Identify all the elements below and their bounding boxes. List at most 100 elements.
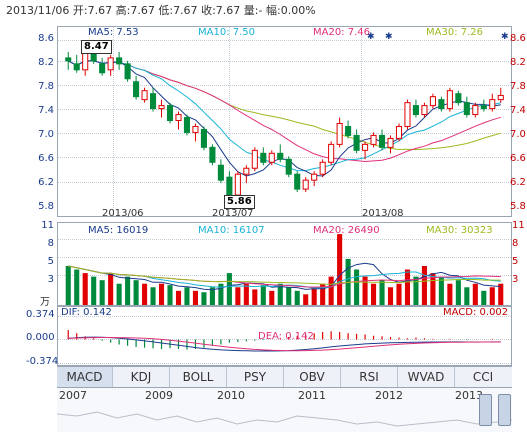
volume-bar [387, 287, 394, 305]
dif-label: DIF: 0.142 [61, 307, 112, 318]
tab-wvad[interactable]: WVAD [398, 367, 455, 387]
volume-bar [192, 290, 198, 305]
volume-bar [430, 273, 436, 305]
vol-tick-right: 8 [512, 238, 519, 249]
volume-bar [260, 285, 266, 305]
high-callout: 8.47 [81, 40, 112, 54]
price-panel[interactable]: MA5: 7.53 MA10: 7.50 MA20: 7.46 MA30: 7.… [57, 26, 512, 217]
tab-kdj[interactable]: KDJ [113, 367, 170, 387]
candle-body [412, 105, 419, 116]
tab-macd[interactable]: MACD [57, 367, 113, 387]
low-value: 7.67 [173, 4, 198, 17]
ma20-line [67, 60, 501, 163]
price-tick-left: 7.4 [38, 105, 54, 116]
tab-obv[interactable]: OBV [284, 367, 341, 387]
macd-panel[interactable]: DIF: 0.142 DEA: 0.142 MACD: 0.002 [57, 306, 512, 366]
price-tick: 7.8 [510, 81, 526, 92]
candle-body [107, 57, 114, 71]
macd-tick: 0.374 [26, 309, 55, 320]
vol-tick: 8 [47, 238, 54, 249]
price-tick-left: 7.0 [38, 129, 54, 140]
vol-ma10-label: MA10: 16107 [198, 225, 265, 236]
range-handle-left[interactable] [479, 394, 492, 426]
volume-bar [396, 283, 402, 305]
candle-body [226, 176, 233, 196]
price-tick: 7.0 [510, 129, 526, 140]
candle-body [82, 51, 89, 71]
volume-bar [438, 276, 444, 305]
timeline-navigator[interactable]: 2007 2009 2010 2011 2012 2013 [57, 387, 512, 432]
ma5-line [67, 60, 501, 177]
price-tick: 7.4 [510, 105, 526, 116]
volume-bar [354, 269, 360, 305]
high-label: 高 [115, 4, 127, 17]
candle-body [73, 63, 80, 71]
volume-bar [125, 276, 131, 305]
volume-bar [235, 287, 241, 305]
volume-panel[interactable]: MA5: 16019 MA10: 16107 MA20: 26490 MA30:… [57, 222, 512, 306]
vol-ma5-label: MA5: 16019 [88, 225, 149, 236]
candle-body [65, 57, 72, 62]
volume-bar [472, 283, 478, 305]
year-label: 2012 [375, 389, 403, 402]
open-label: 开 [72, 4, 84, 17]
vol-ma30-line [68, 265, 501, 285]
volume-chart [65, 234, 504, 305]
candle-body [150, 93, 157, 110]
candle-body [99, 63, 106, 74]
volume-bar [303, 294, 309, 305]
candle-body [243, 167, 250, 175]
candle-body [302, 179, 309, 190]
volume-bar [337, 234, 343, 305]
candle-body [285, 158, 292, 175]
macd-tick: 0.000 [26, 332, 55, 343]
vol-tick: 3 [47, 274, 54, 285]
candle-body [200, 128, 207, 148]
volume-bar [489, 287, 495, 305]
candle-body [489, 99, 496, 110]
tab-boll[interactable]: BOLL [170, 367, 227, 387]
marker-star-icon: ✱ [385, 32, 393, 42]
volume-bar [184, 287, 190, 305]
macd-chart [67, 330, 502, 352]
volume-bar [269, 290, 275, 305]
volume-bar [243, 283, 249, 305]
tab-rsi[interactable]: RSI [341, 367, 398, 387]
candle-body [217, 164, 224, 181]
price-chart [65, 47, 504, 204]
candle-body [362, 143, 369, 151]
price-tick: 8.2 [510, 57, 526, 68]
candle-body [387, 137, 394, 148]
candle-body [395, 125, 403, 139]
volume-bar [167, 285, 173, 305]
range-handle-right[interactable] [498, 394, 511, 426]
candle-body [480, 105, 487, 110]
vol-tick: 5 [47, 256, 54, 267]
candle-body [404, 102, 411, 127]
quote-date: 2013/11/06 [6, 4, 70, 17]
volume-label: 量 [243, 4, 255, 17]
volume-bar [91, 276, 97, 305]
candle-body [175, 114, 182, 122]
volume-bar [371, 283, 377, 305]
quote-header: 2013/11/06 开:7.67 高:7.67 低:7.67 收:7.67 量… [6, 4, 316, 17]
candle-body [328, 143, 335, 163]
vol-tick-right: 3 [512, 274, 519, 285]
open-value: 7.67 [87, 4, 113, 17]
tab-psy[interactable]: PSY [227, 367, 284, 387]
price-tick: 5.8 [510, 201, 526, 212]
candle-body [353, 134, 360, 151]
year-label: 2007 [59, 389, 87, 402]
marker-star-icon: ✱ [501, 32, 509, 42]
candle-body [124, 63, 131, 80]
year-label: 2011 [298, 389, 326, 402]
tab-cci[interactable]: CCI [472, 370, 494, 384]
candle-body [446, 90, 453, 110]
candle-body [472, 105, 479, 116]
candle-body [455, 93, 462, 104]
volume-bar [116, 283, 122, 305]
candle-body [183, 117, 191, 133]
low-callout: 5.86 [224, 195, 255, 209]
price-tick-left: 6.6 [38, 153, 54, 164]
volume-bar [320, 283, 326, 305]
